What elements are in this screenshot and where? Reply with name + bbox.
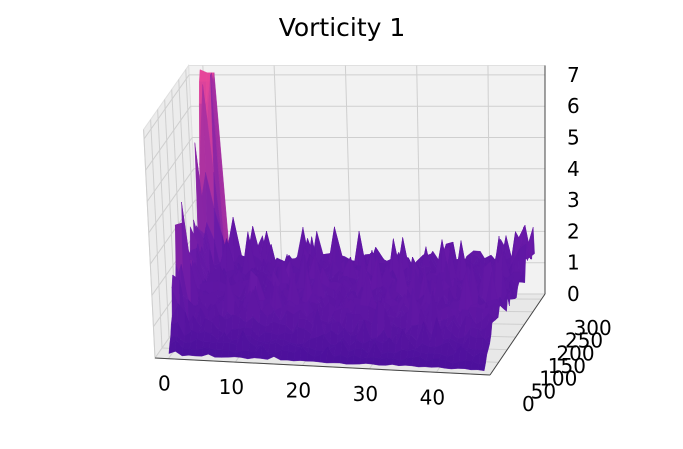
- grid-line-z-left: [143, 74, 190, 140]
- chart-title: Vorticity 1: [279, 13, 406, 42]
- y-axis-line: [489, 293, 546, 376]
- surface-cell: [280, 349, 289, 361]
- surface-cell: [477, 362, 486, 372]
- surface-cell: [170, 321, 178, 337]
- z-tick-label: 4: [567, 157, 580, 181]
- grid-line-y-left: [157, 109, 170, 339]
- surface-cell: [182, 342, 191, 349]
- z-tick-label: 2: [567, 219, 580, 243]
- surface-cell: [222, 342, 231, 351]
- y-tick-label: 150: [548, 354, 586, 378]
- grid-line-x: [416, 65, 422, 295]
- surface-cell: [240, 350, 250, 360]
- z-tick-label: 1: [567, 251, 580, 275]
- surface-cell: [214, 349, 223, 358]
- grid-line-y-left: [150, 119, 163, 349]
- surface-cell: [188, 348, 197, 357]
- x-tick-label: 20: [286, 378, 311, 402]
- surface-mesh: [168, 69, 535, 372]
- surface-cell: [231, 314, 240, 330]
- surface-cell: [361, 305, 370, 321]
- x-tick-label: 30: [353, 382, 378, 406]
- y-tick-label: 0: [522, 392, 535, 416]
- grid-line-z-left: [151, 231, 198, 296]
- axis-lines: [154, 65, 546, 376]
- z-tick-label: 6: [567, 94, 580, 118]
- x-tick-label: 0: [158, 372, 171, 396]
- x-tick-labels: 0 10 20 30 40: [158, 372, 445, 410]
- y-tick-label: 200: [556, 341, 594, 365]
- x-tick-label: 40: [420, 385, 445, 409]
- surface-cell: [286, 350, 296, 362]
- surface-cell: [215, 342, 224, 351]
- surface-cell: [181, 347, 190, 357]
- y-tick-label: 100: [539, 367, 577, 391]
- surface-cell: [296, 326, 305, 345]
- grid-line-z-left: [145, 105, 192, 171]
- surface-cell: [202, 341, 211, 349]
- surface-cell: [221, 349, 230, 358]
- y-tick-label: 50: [531, 379, 556, 403]
- x-tick-label: 10: [219, 375, 244, 399]
- grid-line-x: [344, 65, 353, 295]
- grid-line-z-left: [149, 199, 196, 265]
- grid-line-z-left: [146, 137, 193, 202]
- z-tick-label: 0: [567, 282, 580, 306]
- x-axis-line: [154, 357, 491, 376]
- surface-cell: [243, 326, 253, 337]
- y-tick-label: 300: [574, 316, 612, 340]
- grid-line-x: [273, 65, 284, 295]
- grid-line-z-left: [148, 168, 195, 234]
- surface-cell: [271, 320, 280, 336]
- surface-cell: [297, 318, 306, 329]
- surface-cell: [345, 312, 354, 333]
- z-tick-label: 5: [567, 126, 580, 150]
- z-tick-label: 7: [567, 63, 580, 87]
- z-tick-labels: 0 1 2 3 4 5 6 7: [567, 63, 580, 306]
- grid-line-y-left: [143, 129, 156, 359]
- y-tick-label: 250: [565, 329, 603, 353]
- z-tick-label: 3: [567, 188, 580, 212]
